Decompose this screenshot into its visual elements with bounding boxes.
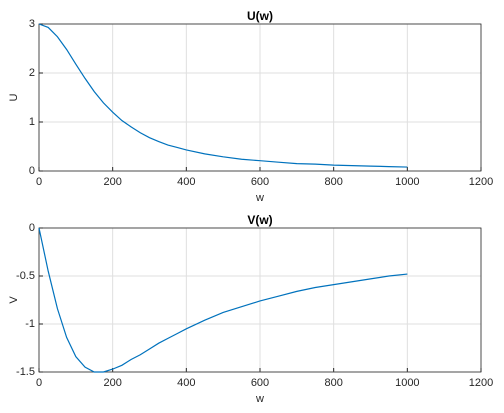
y-tick-label: 3 bbox=[29, 18, 35, 30]
x-tick-label: 400 bbox=[177, 377, 195, 389]
x-tick-label: 1000 bbox=[395, 377, 419, 389]
chart-title: V(w) bbox=[247, 213, 272, 227]
x-tick-label: 200 bbox=[103, 377, 121, 389]
x-axis-label: w bbox=[255, 393, 264, 405]
x-tick-label: 1000 bbox=[395, 176, 419, 188]
y-tick-label: -1 bbox=[25, 318, 35, 330]
data-line bbox=[38, 227, 408, 373]
x-tick-label: 0 bbox=[36, 377, 42, 389]
x-tick-label: 1200 bbox=[469, 176, 493, 188]
y-tick-label: -0.5 bbox=[16, 270, 35, 282]
axes-box bbox=[38, 23, 482, 172]
y-tick-label: -1.5 bbox=[16, 366, 35, 378]
y-tick-label: 0 bbox=[29, 165, 35, 177]
x-tick-label: 0 bbox=[36, 176, 42, 188]
x-tick-label: 800 bbox=[324, 377, 342, 389]
y-tick-label: 0 bbox=[29, 222, 35, 234]
chart-title: U(w) bbox=[247, 9, 273, 23]
x-tick-label: 400 bbox=[177, 176, 195, 188]
x-tick-label: 800 bbox=[324, 176, 342, 188]
x-tick-label: 1200 bbox=[469, 377, 493, 389]
y-tick-label: 1 bbox=[29, 116, 35, 128]
y-axis-label: U bbox=[8, 93, 20, 101]
x-tick-label: 600 bbox=[251, 377, 269, 389]
y-tick-label: 2 bbox=[29, 67, 35, 79]
y-axis-label: V bbox=[8, 296, 20, 304]
axes-box bbox=[38, 227, 482, 373]
data-line bbox=[38, 23, 408, 168]
x-tick-label: 600 bbox=[251, 176, 269, 188]
x-axis-label: w bbox=[255, 192, 264, 204]
x-tick-label: 200 bbox=[103, 176, 121, 188]
